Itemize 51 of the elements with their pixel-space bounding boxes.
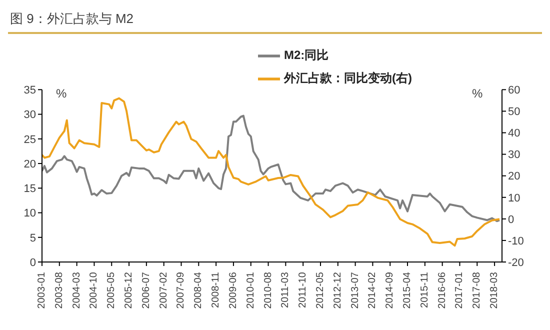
y-tick-label: 5: [30, 232, 36, 244]
y2-tick-label: 30: [508, 149, 520, 162]
y2-tick-label: -20: [508, 256, 524, 269]
x-tick-label: 2014-02: [367, 272, 378, 309]
y-tick-label: 20: [24, 158, 36, 170]
x-tick-label: 2011-10: [298, 272, 309, 308]
x-tick-label: 2012-12: [332, 272, 344, 309]
y-tick-label: 25: [24, 134, 36, 146]
x-tick-label: 2011-03: [280, 272, 292, 308]
x-tick-label: 2015-11: [419, 272, 430, 308]
y-tick-label: 30: [24, 109, 36, 122]
y-tick-label: 35: [24, 84, 36, 97]
y2-axis-title: %: [472, 86, 483, 101]
x-tick-label: 2018-03: [489, 272, 500, 309]
x-tick-label: 2005-12: [124, 272, 135, 309]
line-series: [42, 114, 501, 222]
x-tick-label: 2004-03: [71, 272, 82, 309]
y2-tick-label: 40: [508, 128, 520, 140]
x-tick-label: 2003-08: [54, 272, 65, 309]
x-tick-label: 2010-08: [262, 272, 274, 309]
x-tick-label: 2005-05: [106, 272, 118, 309]
y2-tick-label: 10: [508, 192, 520, 204]
x-tick-label: 2008-04: [193, 272, 204, 309]
x-tick-label: 2010-01: [245, 272, 256, 309]
y2-tick-label: 0: [508, 214, 514, 226]
x-tick-label: 2007-02: [158, 272, 170, 309]
legend-label: 外汇占款：同比变动(右): [284, 70, 412, 85]
x-tick-label: 2016-06: [436, 272, 448, 309]
x-tick-label: 2006-07: [140, 272, 152, 309]
y-tick-label: 0: [30, 256, 36, 269]
y2-tick-label: 60: [508, 84, 520, 97]
x-tick-label: 2012-05: [314, 272, 326, 309]
x-tick-label: 2008-11: [210, 272, 222, 308]
x-tick-label: 2003-01: [36, 272, 48, 309]
y-tick-label: 15: [24, 183, 36, 196]
y2-tick-label: 20: [508, 170, 520, 183]
chart-title: 图 9：外汇占款与 M2: [9, 10, 135, 28]
x-tick-label: 2015-04: [402, 272, 414, 309]
line-series: [42, 97, 501, 247]
y2-tick-label: 50: [508, 106, 520, 118]
y-tick-label: 10: [24, 208, 36, 220]
x-tick-label: 2017-08: [472, 272, 483, 309]
y2-tick-label: -10: [508, 235, 524, 248]
x-tick-label: 2009-06: [228, 272, 239, 309]
x-tick-label: 2014-09: [384, 272, 396, 309]
x-tick-label: 2017-01: [454, 272, 466, 309]
x-tick-label: 2007-09: [176, 272, 187, 309]
legend-label: M2:同比: [284, 48, 329, 62]
x-tick-label: 2013-07: [350, 272, 361, 309]
y-axis-title: %: [56, 86, 67, 101]
x-tick-label: 2004-10: [88, 272, 100, 309]
